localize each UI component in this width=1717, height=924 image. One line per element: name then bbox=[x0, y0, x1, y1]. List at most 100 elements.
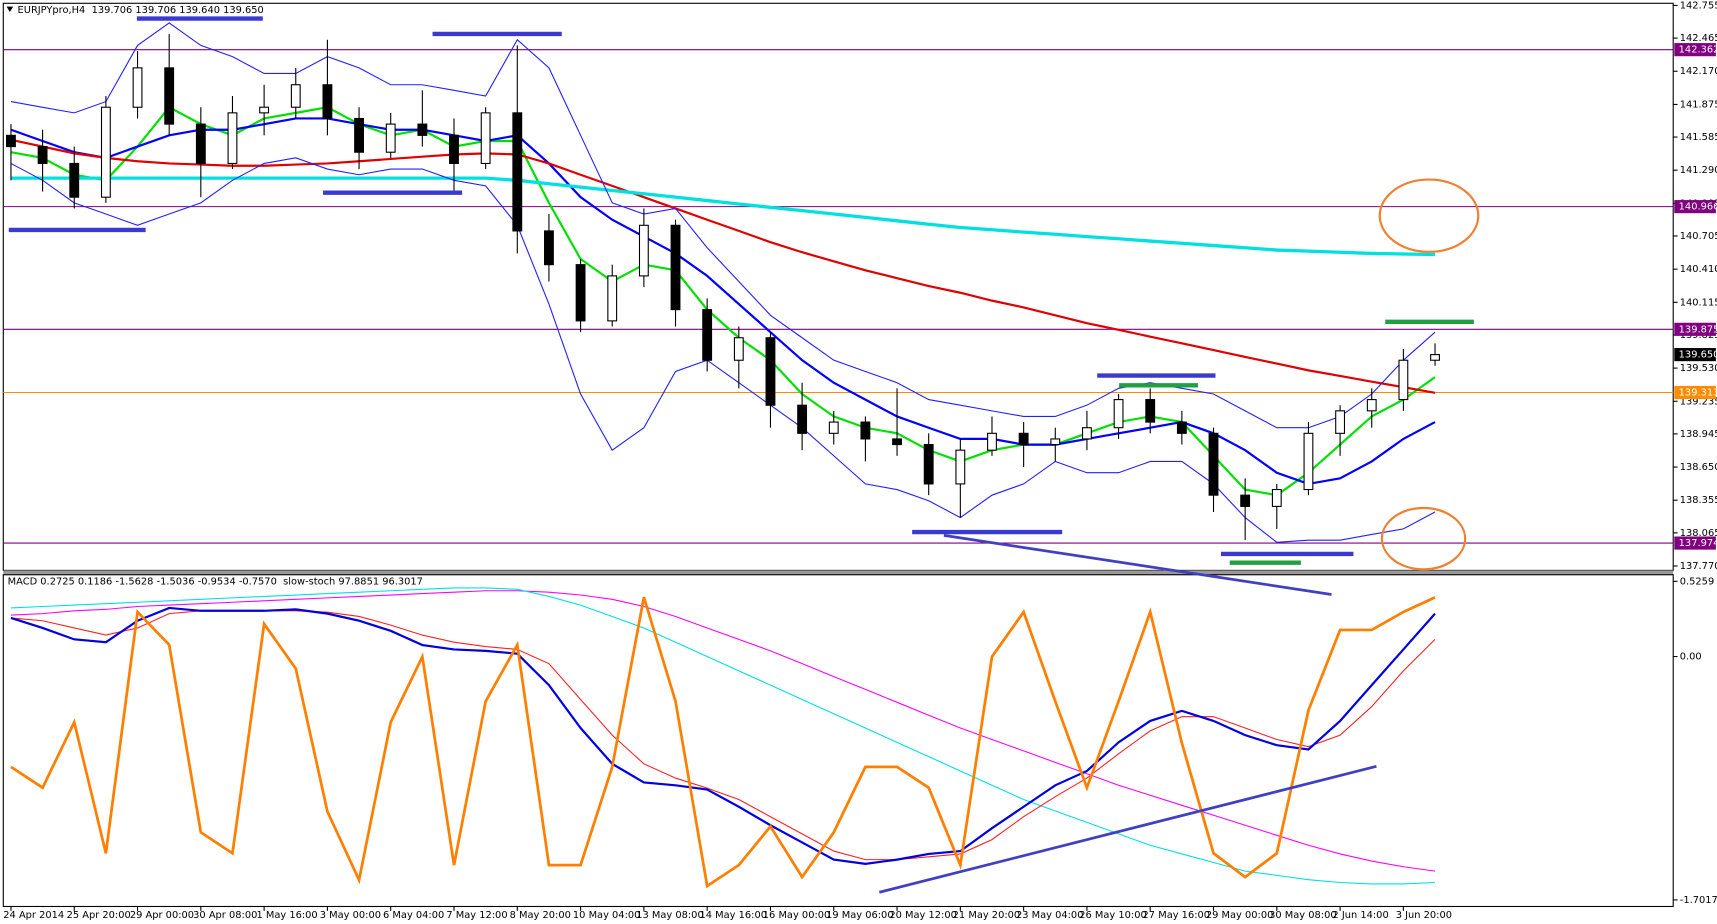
candle-body bbox=[607, 275, 618, 322]
x-tick-label: 3 Jun 20:00 bbox=[1396, 910, 1452, 921]
candle-body bbox=[164, 67, 175, 125]
y-tick-label: 140.410 bbox=[1680, 264, 1717, 275]
candle-body bbox=[575, 264, 586, 322]
x-tick-label: 19 May 06:00 bbox=[826, 910, 894, 921]
candle-body bbox=[1018, 432, 1029, 446]
indicator-line bbox=[10, 117, 1436, 486]
y-tick-label: 137.770 bbox=[1680, 561, 1717, 572]
y-tick-label: 138.065 bbox=[1680, 528, 1717, 539]
indicator-line bbox=[10, 606, 1436, 866]
x-tick-label: 30 Apr 08:00 bbox=[193, 910, 257, 921]
indicator-line bbox=[10, 22, 1436, 429]
x-tick-label: 16 May 00:00 bbox=[763, 910, 831, 921]
indicator-line bbox=[10, 587, 1436, 885]
candle-body bbox=[259, 106, 270, 114]
candle-body bbox=[1398, 359, 1409, 401]
y-tick-label: -1.7017 bbox=[1680, 895, 1717, 906]
indicator-panel-frame bbox=[2, 574, 1674, 908]
x-tick-label: 27 May 16:00 bbox=[1143, 910, 1211, 921]
x-tick-label: 21 May 20:00 bbox=[953, 910, 1021, 921]
x-tick-label: 25 Apr 20:00 bbox=[67, 910, 131, 921]
candle-body bbox=[1176, 421, 1187, 434]
x-tick-label: 3 May 00:00 bbox=[320, 910, 381, 921]
y-tick-label: 141.290 bbox=[1680, 165, 1717, 176]
candle-body bbox=[480, 112, 491, 165]
level-label-bg bbox=[1674, 536, 1716, 550]
last-price-bg bbox=[1674, 348, 1716, 362]
candle-body bbox=[6, 134, 16, 148]
candle-body bbox=[1303, 432, 1314, 491]
candle-body bbox=[1271, 488, 1282, 507]
highlight-circle bbox=[1380, 506, 1467, 571]
level-label: 139.875 bbox=[1679, 324, 1717, 335]
candle-body bbox=[1050, 438, 1061, 446]
x-tick-label: 30 May 08:00 bbox=[1269, 910, 1337, 921]
y-tick-label: 139.530 bbox=[1680, 363, 1717, 374]
level-label: 142.362 bbox=[1679, 45, 1717, 56]
y-tick-label: 139.235 bbox=[1680, 396, 1717, 407]
indicator-layer: 0.5259 0.00 -1.7017 24 Apr 2014 25 Apr 20:00… bbox=[3, 576, 1717, 921]
y-tick-label: 138.945 bbox=[1680, 429, 1717, 440]
level-label-bg bbox=[1674, 322, 1716, 336]
candle-body bbox=[132, 67, 143, 108]
candle-body bbox=[417, 123, 428, 136]
y-tick-label: 140.705 bbox=[1680, 231, 1717, 242]
x-tick-label: 1 May 16:00 bbox=[256, 910, 317, 921]
x-tick-label: 6 May 04:00 bbox=[383, 910, 444, 921]
candle-body bbox=[860, 421, 871, 440]
x-tick-label: 29 Apr 00:00 bbox=[130, 910, 194, 921]
candle-body bbox=[354, 117, 364, 153]
candle-body bbox=[702, 309, 713, 361]
candle-body bbox=[37, 146, 48, 165]
candle-body bbox=[828, 421, 839, 434]
trend-line bbox=[943, 533, 1332, 596]
last-price-label: 139.650 bbox=[1679, 350, 1717, 361]
candle-body bbox=[195, 123, 206, 165]
x-tick-label: 26 May 10:00 bbox=[1079, 910, 1147, 921]
price-layer: 142.755 142.465 142.170 141.875 141.585 141.2… bbox=[3, 0, 1717, 572]
highlight-circle bbox=[1378, 178, 1480, 253]
candle-body bbox=[765, 337, 776, 406]
panel-separator bbox=[3, 570, 1674, 575]
level-label: 140.966 bbox=[1679, 202, 1717, 213]
candle-body bbox=[1113, 399, 1124, 429]
candle-body bbox=[892, 438, 902, 446]
candle-body bbox=[449, 134, 459, 165]
candle-body bbox=[1208, 432, 1219, 496]
candle-body bbox=[290, 84, 301, 108]
trend-line bbox=[878, 765, 1377, 894]
annotations bbox=[8, 16, 1480, 894]
y-tick-label: 142.465 bbox=[1680, 33, 1717, 44]
symbol-info: EURJPYpro,H4 139.706 139.706 139.640 139… bbox=[18, 5, 264, 16]
candle-body bbox=[797, 404, 808, 434]
x-tick-label: 23 May 04:00 bbox=[1016, 910, 1084, 921]
candle-body bbox=[385, 123, 396, 153]
candle-body bbox=[955, 449, 966, 485]
candle-body bbox=[638, 224, 649, 277]
x-tick-label: 14 May 16:00 bbox=[700, 910, 768, 921]
x-tick-label: 10 May 04:00 bbox=[573, 910, 641, 921]
candle-body bbox=[512, 112, 523, 232]
x-tick-label: 13 May 08:00 bbox=[636, 910, 704, 921]
y-tick-label: 141.585 bbox=[1680, 132, 1717, 143]
x-tick-label: 29 May 00:00 bbox=[1206, 910, 1274, 921]
candle-body bbox=[1430, 354, 1440, 361]
candle-body bbox=[670, 224, 681, 311]
candle-body bbox=[1145, 399, 1156, 423]
candle-body bbox=[733, 337, 744, 361]
y-tick-label: 141.875 bbox=[1680, 99, 1717, 110]
candle-body bbox=[987, 432, 997, 451]
x-tick-label: 8 May 20:00 bbox=[510, 910, 571, 921]
level-label-bg bbox=[1674, 385, 1716, 400]
candle-body bbox=[227, 112, 238, 165]
candle-body bbox=[1366, 399, 1377, 412]
y-tick-label: 142.755 bbox=[1680, 0, 1717, 11]
y-tick-label: 138.650 bbox=[1680, 462, 1717, 473]
y-tick-label: 0.00 bbox=[1680, 652, 1702, 663]
y-tick-label: 0.5259 bbox=[1680, 576, 1714, 587]
candle-body bbox=[923, 444, 934, 485]
level-label-bg bbox=[1674, 200, 1716, 214]
candle-body bbox=[69, 162, 80, 198]
y-tick-label: 140.115 bbox=[1680, 297, 1717, 308]
